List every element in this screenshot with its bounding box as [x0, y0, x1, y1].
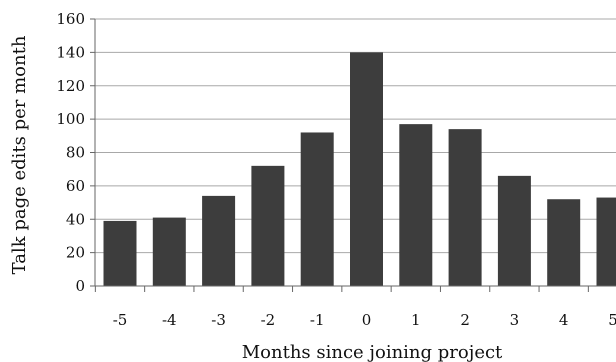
x-tick-label: 3 [510, 311, 520, 329]
bar-3 [497, 175, 531, 286]
bar-2 [448, 129, 482, 286]
x-tick-label: -3 [211, 311, 226, 329]
x-tick-label: -4 [162, 311, 177, 329]
x-tick-label: -1 [310, 311, 325, 329]
y-tick-label: 100 [56, 110, 85, 128]
bar--2 [251, 165, 285, 286]
y-tick-label: 120 [56, 77, 85, 95]
bar--4 [152, 217, 186, 286]
bar-1 [399, 124, 433, 286]
bars [103, 52, 616, 286]
y-axis-title: Talk page edits per month [9, 35, 30, 274]
bar-4 [547, 199, 581, 286]
x-tick-label: 5 [608, 311, 616, 329]
x-tick-label: 0 [362, 311, 372, 329]
y-tick-label: 20 [66, 244, 85, 262]
x-axis-title: Months since joining project [242, 342, 503, 362]
x-tick-label: -2 [261, 311, 276, 329]
x-tick-label: -5 [113, 311, 128, 329]
y-tick-label: 160 [56, 10, 85, 28]
x-tick-label: 4 [559, 311, 569, 329]
y-tick-label: 40 [66, 210, 85, 228]
y-tick-labels: 0 20 40 60 80 100 120 140 160 [56, 10, 85, 295]
bar-0 [350, 52, 383, 286]
y-tick-label: 140 [56, 43, 85, 61]
bar--3 [202, 195, 236, 286]
y-tick-label: 80 [66, 144, 85, 162]
x-tick-label: 2 [460, 311, 470, 329]
y-tick-label: 60 [66, 177, 85, 195]
y-tick-label: 0 [75, 277, 85, 295]
x-tick-label: 1 [411, 311, 421, 329]
bar--1 [300, 132, 334, 286]
bar-5 [596, 197, 616, 286]
axes [90, 18, 616, 292]
x-tick-labels: -5 -4 -3 -2 -1 0 1 2 3 4 5 [113, 311, 616, 329]
bar--5 [103, 220, 137, 286]
